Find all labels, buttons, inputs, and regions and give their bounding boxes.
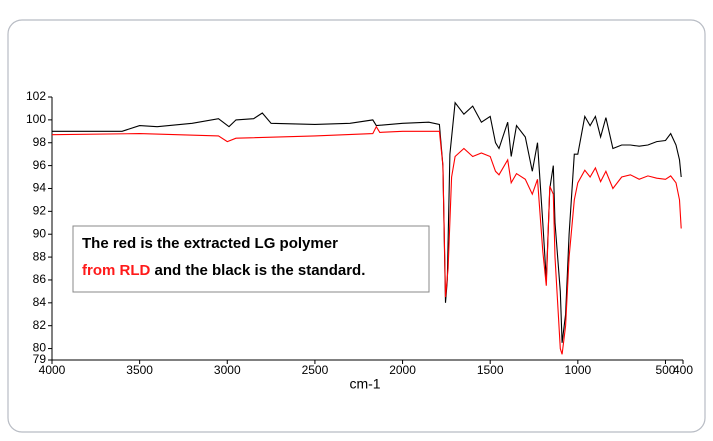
y-tick-label: 88 [33, 249, 47, 263]
y-tick-label: 80 [33, 341, 47, 355]
x-tick-label: 3500 [126, 363, 153, 377]
x-axis-label: cm-1 [349, 376, 380, 392]
y-tick-label: 96 [33, 158, 47, 172]
x-tick-label: 2500 [302, 363, 329, 377]
y-tick-label: 79 [33, 352, 47, 366]
spectrum-line [51, 125, 682, 355]
annotation-box [72, 225, 430, 293]
x-tick-label: 400 [673, 363, 693, 377]
x-tick-label: 1000 [564, 363, 591, 377]
y-tick-label: 98 [33, 135, 47, 149]
x-tick-label: 4000 [39, 363, 66, 377]
annotation: and the black is the standard. [155, 262, 366, 279]
y-tick-label: 86 [33, 272, 47, 286]
annotation: from RLD [82, 262, 150, 279]
x-tick-label: 500 [655, 363, 675, 377]
y-tick-label: 92 [33, 204, 47, 218]
y-tick-label: 100 [26, 112, 46, 126]
x-tick-label: 1500 [477, 363, 504, 377]
x-tick-label: 3000 [214, 363, 241, 377]
annotation: The red is the extracted LG polymer [82, 235, 338, 252]
y-tick-label: 84 [33, 295, 47, 309]
y-tick-label: 82 [33, 318, 47, 332]
spectrum-line [52, 101, 682, 343]
y-tick-label: 94 [33, 181, 47, 195]
x-tick-label: 2000 [389, 363, 416, 377]
y-tick-label: 102 [26, 89, 46, 103]
y-tick-label: 90 [33, 226, 47, 240]
annotation-line: from RLD and the black is the standard. [82, 262, 365, 279]
